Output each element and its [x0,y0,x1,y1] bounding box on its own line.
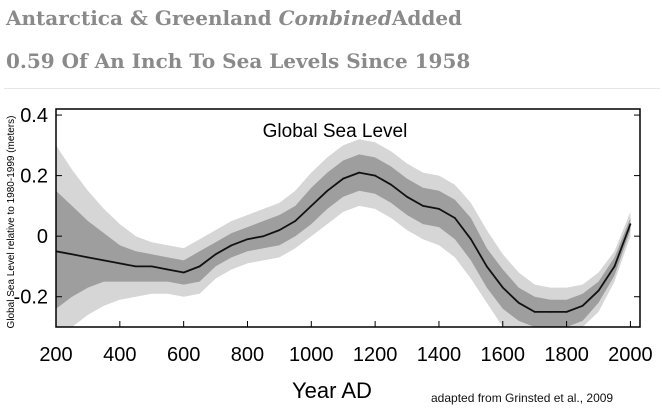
median-data-point [119,262,121,265]
source-credit: adapted from Grinsted et al., 2009 [431,391,614,405]
y-tick-label: 0.4 [20,105,48,127]
headline-part-2: Added [391,6,463,30]
median-data-point [613,265,616,268]
x-tick-label: 1800 [544,344,589,366]
median-data-point [406,196,408,198]
x-tick-label: 1600 [481,344,526,366]
x-tick-label: 1400 [417,344,462,366]
median-data-point [310,205,313,207]
x-axis-label: Year AD [292,378,372,403]
median-data-point [549,311,552,313]
chart-title: Global Sea Level [263,121,408,142]
headline-line-1: Antarctica & Greenland CombinedAdded [6,5,656,31]
median-data-point [486,265,488,268]
x-tick-label: 2000 [608,344,653,366]
median-data-point [262,235,265,237]
y-tick-label: 0 [37,226,48,248]
median-data-point [294,220,297,222]
median-data-point [103,259,105,262]
median-data-point [517,302,520,304]
median-data-point [342,177,345,180]
median-data-point [198,265,201,268]
y-tick-label: -0.2 [14,287,48,309]
x-tick-label: 600 [167,344,200,366]
header-divider [4,88,660,89]
y-axis-label: Global Sea Level relative to 1980-1999 (… [6,116,17,329]
median-data-point [135,265,137,268]
median-data-point [150,265,153,268]
median-data-point [230,244,233,247]
median-data-point [502,286,504,289]
x-tick-label: 200 [39,344,72,366]
median-data-point [454,217,456,219]
median-data-point [326,190,329,192]
inner-uncertainty-band [56,154,631,327]
median-data-point [358,171,361,174]
median-data-point [246,238,249,240]
headline-italic-word: Combined [278,6,392,30]
median-data-point [581,305,584,307]
tick-layer: 200 400 600 800 1000 1200 1400 1600 1800 2000 0.4 0… [14,105,653,366]
x-tick-label: 1000 [289,344,334,366]
sea-level-chart: 200 400 600 800 1000 1200 1400 1600 1800 2000 0.4 0… [6,105,653,403]
y-tick-label: 0.2 [20,166,48,188]
x-tick-label: 1200 [353,344,398,366]
median-data-point [565,311,568,313]
headline-line-2: 0.59 Of An Inch To Sea Levels Since 1958 [6,49,471,73]
x-tick-label: 800 [231,344,264,366]
median-data-point [470,238,472,240]
median-data-point [438,208,440,210]
plot-frame [55,108,641,328]
median-data-point [629,223,632,225]
median-data-point [374,174,376,177]
median-data-point [533,311,536,313]
median-data-point [390,183,392,186]
median-data-point [166,268,169,271]
plot-layer [56,139,632,327]
median-data-point [597,289,600,292]
median-data-point [182,271,185,274]
median-data-point [422,205,424,207]
median-data-point [87,256,89,259]
median-data-point [278,229,281,231]
x-tick-label: 400 [103,344,136,366]
headline-part-1: Antarctica & Greenland [6,6,279,30]
median-data-point [71,253,73,256]
median-data-point [214,253,217,256]
